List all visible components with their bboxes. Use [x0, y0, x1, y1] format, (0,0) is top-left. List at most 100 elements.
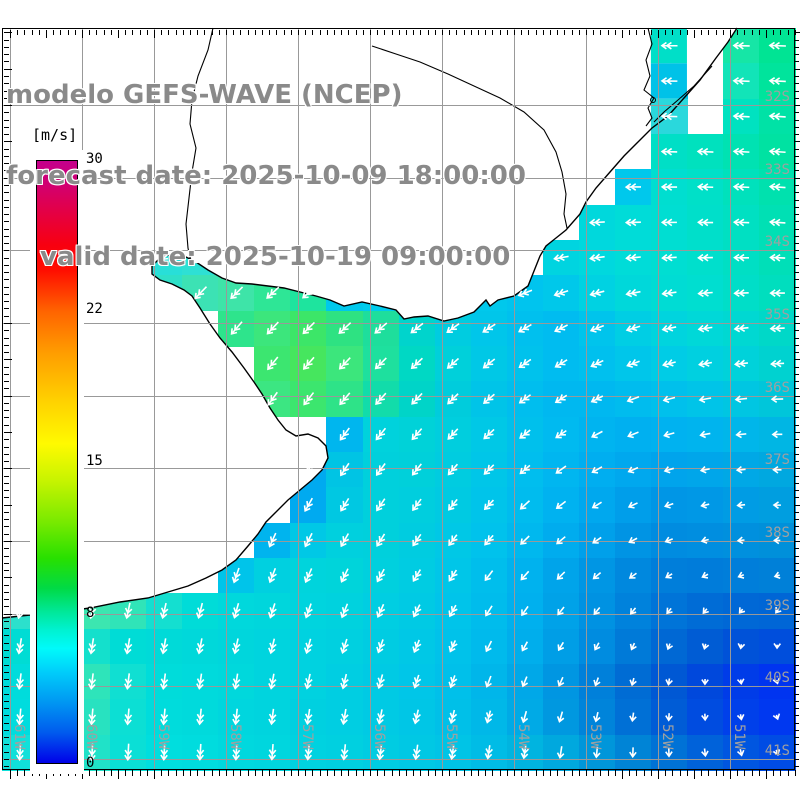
axis-tick [794, 770, 796, 776]
axis-tick [168, 770, 170, 776]
axis-tick [658, 770, 659, 779]
axis-tick [795, 54, 799, 56]
axis-tick [795, 61, 799, 63]
axis-tick [521, 770, 523, 776]
axis-tick [154, 770, 155, 779]
axis-tick [326, 770, 328, 776]
axis-tick [701, 770, 703, 776]
axis-tick [795, 83, 799, 85]
axis-tick [795, 257, 799, 259]
axis-tick [175, 770, 177, 776]
axis-tick [276, 770, 278, 776]
axis-tick [593, 770, 595, 776]
axis-tick [795, 526, 799, 528]
axis-tick [795, 533, 799, 535]
axis-tick [715, 770, 717, 776]
axis-tick [795, 715, 799, 717]
axis-tick [795, 112, 799, 114]
title-block: modelo GEFS-WAVE (NCEP) forecast date: 2… [6, 28, 526, 325]
axis-tick [10, 770, 11, 779]
axis-tick [795, 468, 800, 470]
axis-tick [643, 770, 645, 776]
axis-tick [197, 770, 199, 776]
colorbar-gradient [36, 160, 78, 764]
axis-tick [795, 562, 799, 564]
axis-tick [795, 461, 799, 462]
axis-tick [787, 770, 789, 776]
axis-tick [319, 770, 321, 776]
axis-tick [564, 770, 566, 776]
axis-tick [499, 770, 501, 776]
axis-tick [795, 90, 799, 92]
axis-tick [694, 770, 695, 779]
axis-tick [406, 770, 407, 776]
axis-tick [795, 337, 799, 339]
axis-tick [795, 134, 799, 136]
axis-tick [795, 649, 799, 651]
axis-tick [240, 770, 242, 776]
axis-tick [672, 770, 674, 776]
axis-tick [442, 770, 443, 776]
axis-tick [398, 770, 400, 776]
axis-tick [795, 192, 799, 194]
axis-tick [795, 548, 799, 550]
axis-tick [795, 439, 799, 441]
axis-tick [795, 119, 799, 121]
axis-tick [795, 221, 799, 223]
axis-tick [614, 770, 616, 776]
axis-tick [795, 497, 799, 499]
axis-tick [795, 766, 799, 768]
axis-tick [795, 46, 799, 48]
axis-tick [795, 599, 799, 601]
axis-tick [795, 432, 800, 433]
axis-tick [795, 155, 799, 157]
axis-tick [795, 184, 799, 186]
axis-tick [795, 235, 799, 237]
axis-tick [17, 770, 19, 776]
axis-tick [377, 770, 379, 776]
axis-tick [795, 293, 799, 295]
axis-tick [535, 770, 537, 776]
axis-tick [470, 770, 472, 776]
axis-tick [125, 770, 127, 776]
axis-tick [795, 751, 799, 753]
axis-tick [795, 206, 799, 208]
axis-tick [362, 770, 364, 776]
axis-tick [795, 272, 799, 274]
axis-tick [233, 770, 235, 776]
axis-tick [636, 770, 638, 776]
axis-tick [795, 693, 799, 695]
axis-tick [795, 482, 799, 484]
axis-tick [795, 591, 799, 593]
axis-tick [118, 770, 119, 779]
axis-tick [795, 243, 799, 245]
axis-tick [795, 366, 799, 368]
axis-tick [795, 664, 799, 666]
axis-tick [795, 148, 799, 150]
axis-tick [795, 344, 799, 346]
axis-tick [795, 628, 799, 630]
axis-tick [795, 395, 800, 397]
axis-tick [146, 770, 148, 776]
axis-tick [795, 228, 799, 230]
axis-tick [758, 770, 760, 776]
axis-tick [795, 519, 799, 521]
axis-tick [795, 323, 800, 324]
axis-tick [795, 475, 799, 477]
axis-tick [413, 770, 415, 776]
axis-tick [795, 286, 799, 288]
axis-tick [492, 770, 494, 776]
axis-tick [679, 770, 681, 776]
forecast-date: forecast date: 2025-10-09 18:00:00 [6, 161, 526, 191]
axis-tick [305, 770, 307, 776]
axis-tick [795, 700, 799, 702]
axis-tick [751, 770, 753, 776]
axis-tick [686, 770, 688, 776]
axis-tick [434, 770, 436, 776]
axis-tick [795, 163, 799, 165]
axis-tick [449, 770, 451, 776]
axis-tick [795, 373, 799, 375]
axis-tick [795, 141, 800, 143]
axis-tick [528, 770, 530, 776]
axis-tick [795, 541, 800, 542]
